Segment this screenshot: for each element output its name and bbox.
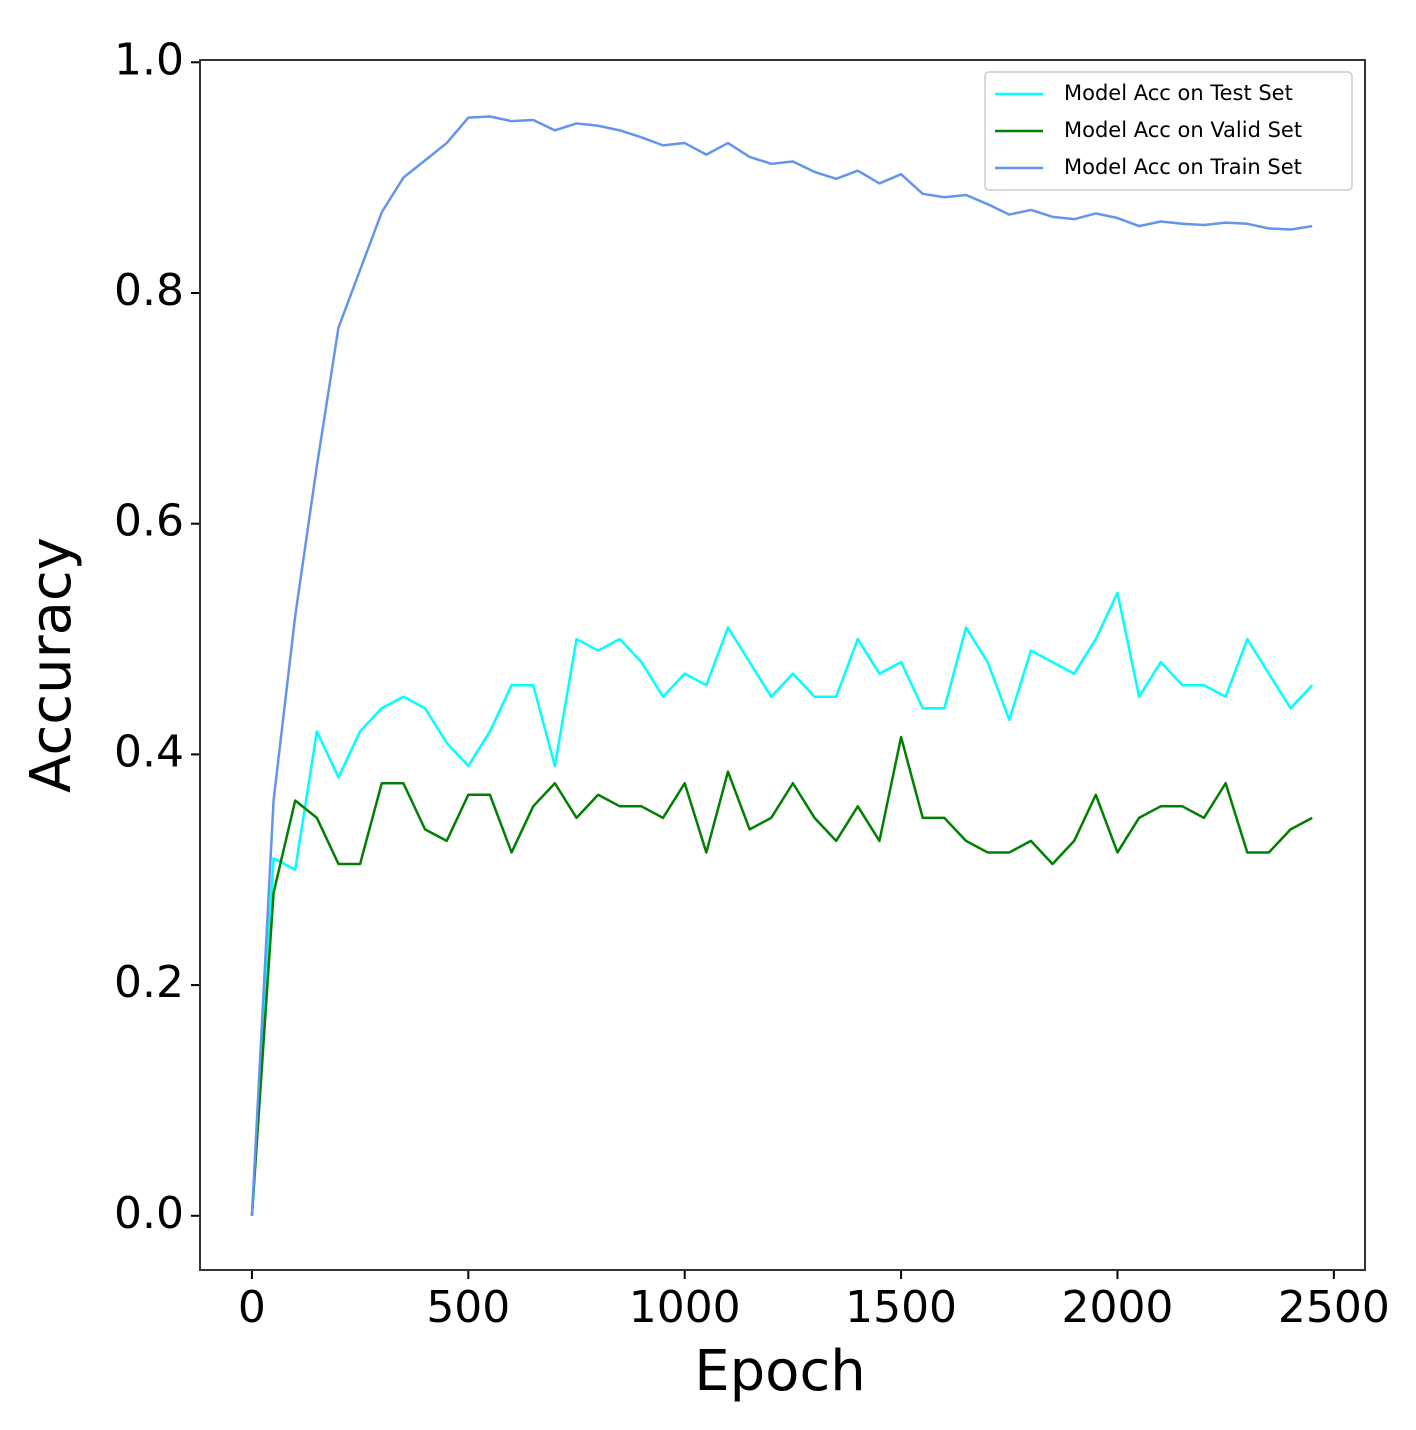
y-tick-label: 0.8 (114, 265, 184, 316)
x-tick-label: 2000 (1061, 1282, 1173, 1333)
y-axis-label: Accuracy (19, 537, 84, 793)
plot-frame (199, 59, 1366, 1271)
y-tick-label: 1.0 (114, 34, 184, 85)
x-tick-label: 2500 (1278, 1282, 1390, 1333)
y-tick-label: 0.2 (114, 957, 184, 1008)
y-tick-label: 0.4 (114, 726, 184, 777)
x-tick-label: 1500 (845, 1282, 957, 1333)
legend-label: Model Acc on Test Set (1064, 81, 1293, 105)
legend-box (984, 71, 1353, 191)
y-tick-label: 0.6 (114, 496, 184, 547)
data-line (250, 115, 1313, 1216)
data-line (250, 735, 1313, 1216)
x-tick-label: 1000 (629, 1282, 741, 1333)
data-line (250, 591, 1314, 1216)
x-tick-label: 0 (238, 1282, 266, 1333)
y-tick-label: 0.0 (114, 1188, 184, 1239)
legend-label: Model Acc on Train Set (1064, 155, 1302, 179)
x-axis-label: Epoch (694, 1339, 865, 1404)
x-tick-label: 500 (426, 1282, 510, 1333)
legend-label: Model Acc on Valid Set (1064, 118, 1302, 142)
